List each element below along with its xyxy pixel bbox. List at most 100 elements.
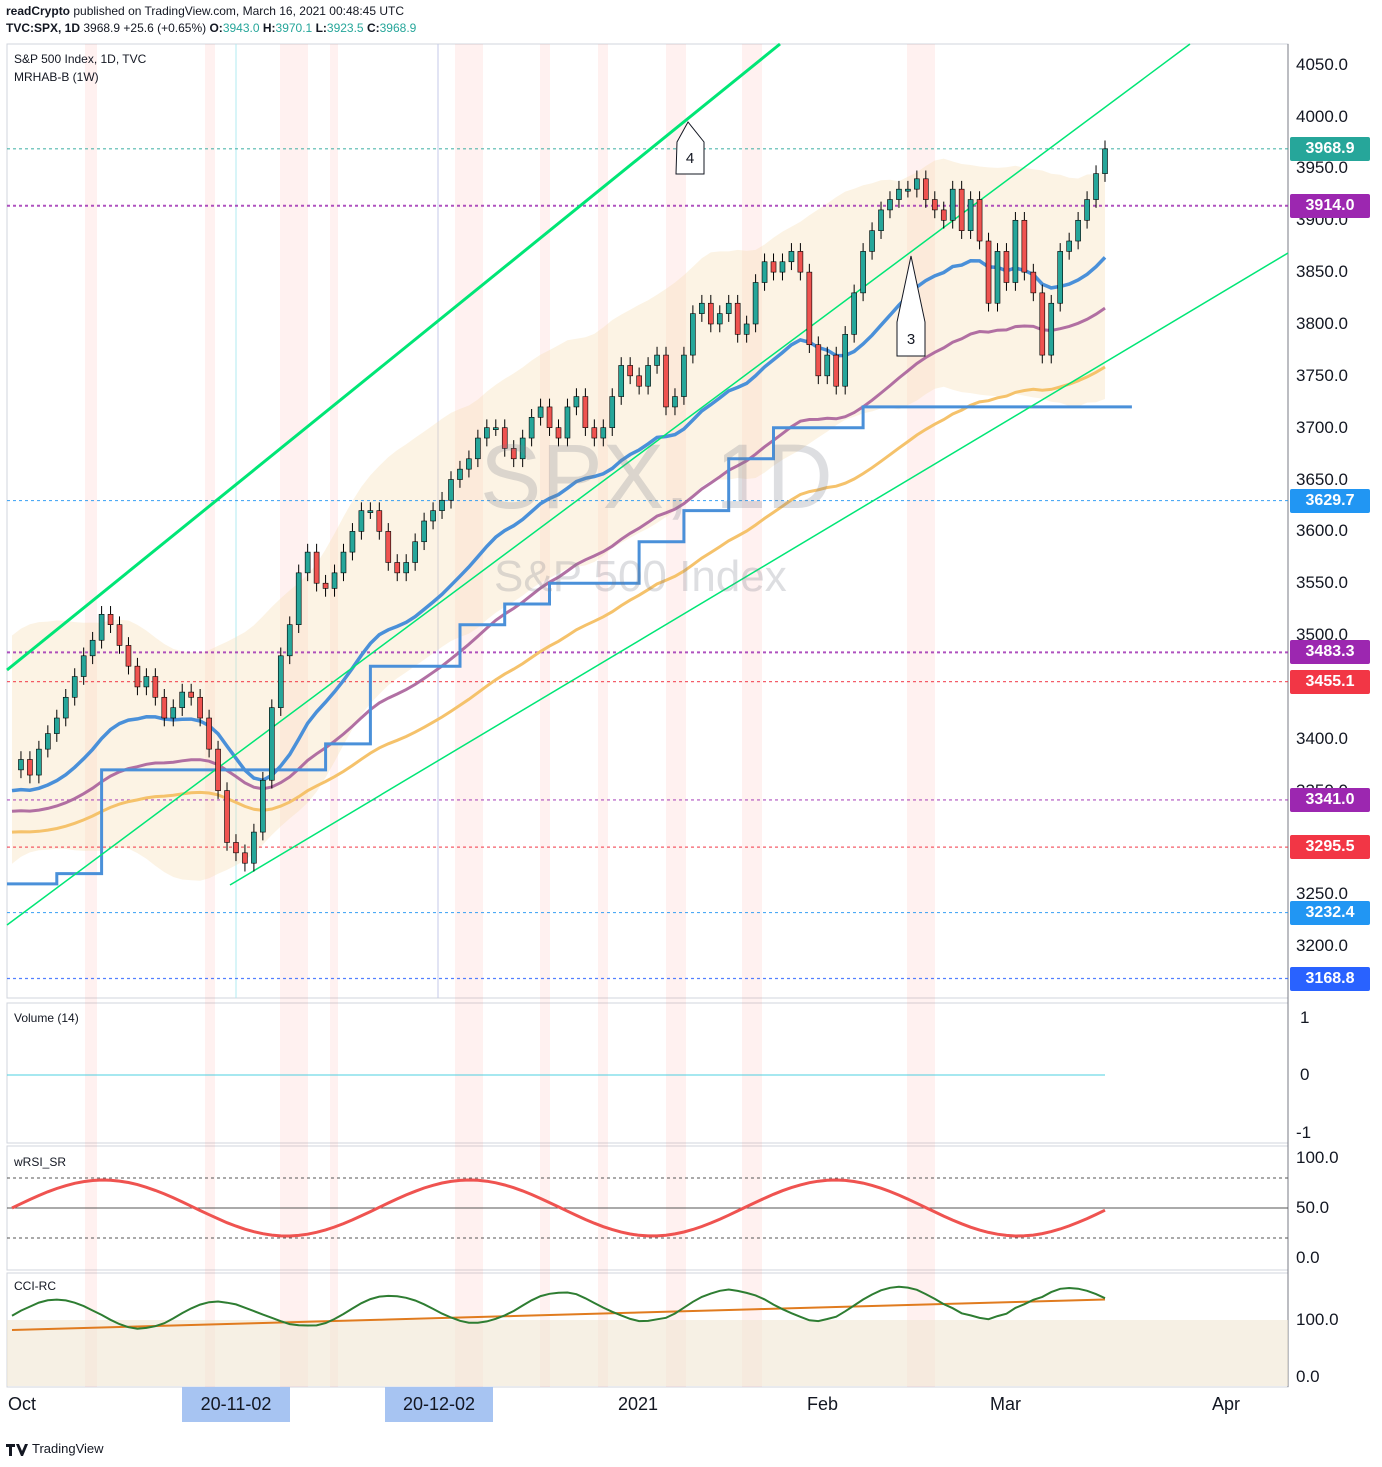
candle-body [1084,199,1090,221]
candle-body [1003,251,1010,283]
y-axis-label: 4000.0 [1296,106,1348,126]
candle-body [734,302,741,335]
candle-body [743,323,750,335]
price-label: 3629.7 [1290,488,1370,513]
close-label: C: [366,21,380,35]
wrsi-tick-0: 0.0 [1296,1248,1320,1267]
y-axis-label: 3750.0 [1296,365,1348,385]
candle-body [403,562,409,574]
candle-body [385,531,392,563]
candle-body [860,251,866,294]
session-band-1 [205,44,215,1387]
callout-3-bubble [896,255,926,357]
candle-body [627,365,633,377]
low-label: L: [315,21,327,35]
candle-body [958,188,965,231]
candle-body [905,188,911,192]
candle-body [260,779,266,833]
candle-body [896,188,902,200]
candle-body [654,354,660,366]
candle-body [1030,271,1037,294]
candle-body [376,510,383,532]
candle-body [152,676,159,698]
price-label: 3341.0 [1290,787,1370,812]
candle-body [331,572,338,589]
candle-body [779,261,786,273]
candle-body [1075,219,1081,242]
candle-body [179,691,186,708]
y-axis-label: 3500.0 [1296,625,1348,645]
candle-body [931,199,938,211]
candle-body [206,717,212,750]
candle-body [663,354,669,408]
candle-body [510,448,517,460]
candle-body [1057,251,1064,304]
candle-body [36,748,42,776]
y-axis-label: 3550.0 [1296,573,1348,593]
candle-body [770,261,777,273]
low-value: 3923.5 [326,21,364,35]
wrsi-tick-50: 50.0 [1296,1198,1330,1217]
author-name[interactable]: readCrypto [6,4,71,18]
session-band-7 [666,44,686,1387]
candle-body [170,707,177,719]
y-axis-label: 3600.0 [1296,521,1348,541]
open-value: 3943.0 [222,21,260,35]
cci-band [7,1320,1288,1386]
volume-tick-1: 1 [1300,1008,1310,1027]
candle-body [322,582,329,589]
candle-body [914,178,920,190]
callout-4-bubble [675,121,705,175]
symbol-label: TVC:SPX, 1D [6,21,81,35]
candle-body [806,271,813,346]
x-label-apr: Apr [1212,1394,1241,1414]
candle-body [564,406,571,439]
y-axis-label: 3850.0 [1296,262,1348,282]
high-label: H: [262,21,276,35]
candle-body [349,531,356,553]
pane-frame-1 [6,1002,1289,1144]
x-label-oct: Oct [8,1394,37,1414]
candle-body [98,614,105,641]
cci-baseline [11,1298,1106,1331]
candle-body [304,551,311,574]
candle-body [573,396,580,408]
candle-body [976,199,983,242]
step-support-line [6,405,1132,886]
candle-body [708,302,714,325]
change-label: 3968.9 +25.6 (+0.65%) [83,21,207,35]
candle-body [412,541,418,563]
candle-body [752,282,759,325]
cci-line [11,1285,1106,1330]
wrsi-line [11,1178,1106,1238]
candle-body [286,624,293,657]
session-band-2 [280,44,308,1387]
candle-body [233,842,239,854]
channel-mid-line [6,43,1191,926]
candle-body [609,396,616,428]
price-label: 3168.8 [1290,966,1370,991]
x-highlight-nov: 20-11-02 [182,1387,290,1422]
candle-body [519,437,526,460]
footer-brand: TradingView [32,1441,104,1456]
candle-body [923,178,929,200]
candle-body [18,759,24,771]
bollinger-cloud [12,158,1105,881]
candle-body [555,427,562,439]
x-label-mar: Mar [990,1394,1021,1414]
candle-body [1039,292,1046,356]
candle-body [313,551,320,584]
candle-body [528,417,535,439]
candle-body [80,655,87,677]
candle-body [1102,148,1108,174]
candle-body [600,427,607,439]
footer[interactable]: TradingView [6,1441,104,1456]
candle-body [1048,302,1055,356]
candle-body [699,302,705,314]
cci-tick-100: 100.0 [1296,1310,1339,1329]
candle-body [71,676,78,698]
main-pane-indicator: MRHAB-B (1W) [14,70,99,84]
candle-body [887,199,893,211]
candle-body [833,354,840,387]
